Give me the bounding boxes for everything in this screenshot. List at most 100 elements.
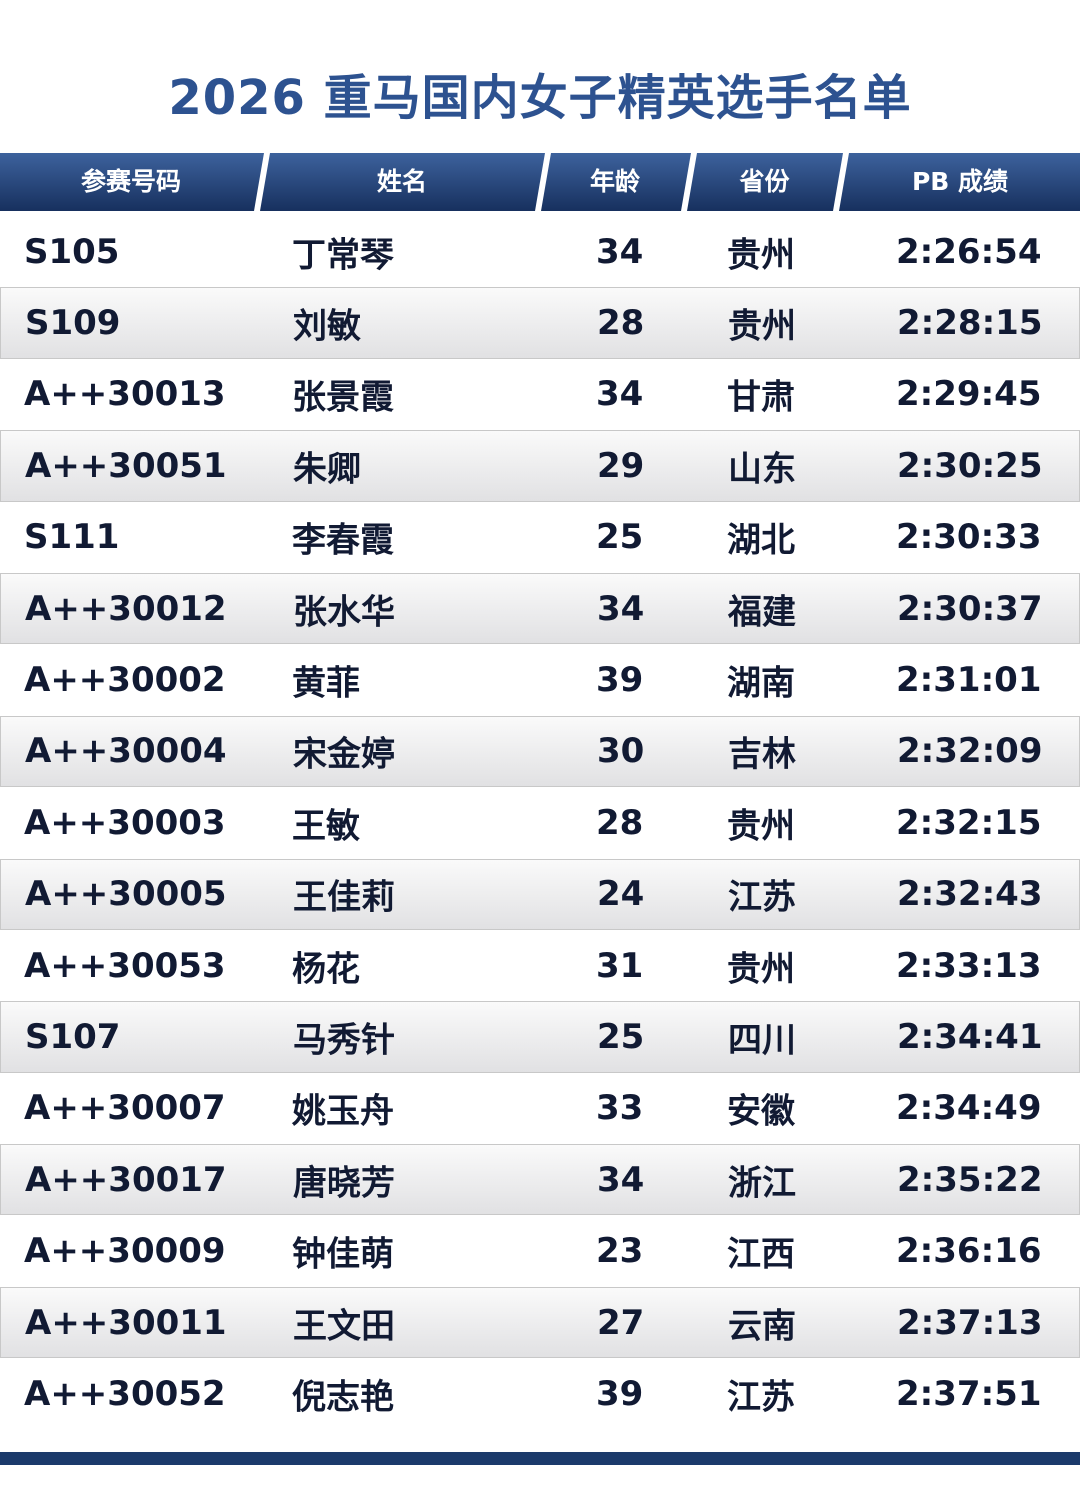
table-row: A++30051 朱卿 29 山东 2:30:25 — [0, 430, 1080, 502]
cell-age: 34 — [597, 588, 645, 629]
cell-province: 贵州 — [727, 806, 795, 847]
cell-province: 贵州 — [727, 949, 795, 990]
cell-bib: A++30053 — [24, 945, 226, 986]
header-segment — [687, 153, 843, 211]
cell-province: 湖南 — [727, 663, 795, 704]
cell-name: 倪志艳 — [292, 1377, 394, 1418]
cell-pb: 2:32:09 — [897, 731, 1043, 772]
table-row: A++30017 唐晓芳 34 浙江 2:35:22 — [0, 1144, 1080, 1216]
cell-pb: 2:29:45 — [896, 374, 1042, 415]
cell-age: 39 — [596, 1373, 644, 1414]
cell-bib: A++30052 — [24, 1373, 226, 1414]
cell-pb: 2:37:51 — [896, 1373, 1042, 1414]
cell-pb: 2:30:25 — [897, 445, 1043, 486]
cell-bib: S109 — [25, 303, 121, 344]
table-row: S109 刘敏 28 贵州 2:28:15 — [0, 287, 1080, 359]
column-header-bib: 参赛号码 — [80, 167, 181, 196]
cell-province: 安徽 — [727, 1091, 795, 1132]
cell-name: 黄菲 — [292, 663, 360, 704]
cell-name: 王佳莉 — [293, 877, 395, 918]
table-row: A++30012 张水华 34 福建 2:30:37 — [0, 572, 1080, 645]
cell-pb: 2:33:13 — [896, 945, 1042, 986]
cell-name: 王敏 — [292, 806, 360, 847]
cell-province: 贵州 — [727, 235, 795, 276]
table-body: S105 丁常琴 34 贵州 2:26:54 S109 刘敏 28 贵州 2:28:15 A++30… — [0, 216, 1080, 1430]
cell-age: 34 — [596, 374, 644, 415]
cell-age: 30 — [597, 731, 645, 772]
table-row: A++30011 王文田 27 云南 2:37:13 — [0, 1286, 1080, 1359]
cell-age: 39 — [596, 660, 644, 701]
cell-age: 24 — [597, 874, 645, 915]
cell-age: 34 — [597, 1159, 645, 1200]
table-row: S105 丁常琴 34 贵州 2:26:54 — [0, 216, 1080, 287]
cell-name: 李春霞 — [292, 520, 394, 561]
cell-province: 吉林 — [728, 734, 796, 775]
column-header-province: 省份 — [739, 167, 790, 196]
cell-pb: 2:32:15 — [896, 802, 1042, 843]
cell-bib: A++30005 — [25, 874, 227, 915]
cell-bib: S111 — [24, 517, 120, 558]
bottom-bar — [0, 1452, 1080, 1465]
cell-name: 宋金婷 — [293, 734, 395, 775]
cell-province: 江苏 — [727, 1377, 795, 1418]
cell-province: 福建 — [728, 592, 796, 633]
cell-bib: A++30011 — [25, 1302, 227, 1343]
cell-province: 贵州 — [728, 306, 796, 347]
cell-province: 甘肃 — [727, 377, 795, 418]
cell-name: 杨花 — [292, 949, 360, 990]
cell-bib: S107 — [25, 1016, 121, 1057]
cell-bib: S105 — [24, 231, 120, 272]
table-row: A++30013 张景霞 34 甘肃 2:29:45 — [0, 359, 1080, 430]
cell-name: 张景霞 — [292, 377, 394, 418]
table-row: A++30053 杨花 31 贵州 2:33:13 — [0, 930, 1080, 1001]
cell-bib: A++30017 — [25, 1159, 227, 1200]
cell-bib: A++30002 — [24, 660, 226, 701]
cell-bib: A++30012 — [25, 588, 227, 629]
cell-province: 云南 — [728, 1306, 796, 1347]
cell-province: 江西 — [727, 1234, 795, 1275]
table-row: A++30007 姚玉舟 33 安徽 2:34:49 — [0, 1073, 1080, 1144]
table-row: A++30052 倪志艳 39 江苏 2:37:51 — [0, 1358, 1080, 1429]
header-segment — [0, 153, 264, 211]
table-row: A++30005 王佳莉 24 江苏 2:32:43 — [0, 858, 1080, 930]
cell-name: 朱卿 — [293, 449, 361, 490]
cell-province: 四川 — [728, 1020, 796, 1061]
cell-name: 刘敏 — [293, 306, 361, 347]
table-row: A++30004 宋金婷 30 吉林 2:32:09 — [0, 715, 1080, 788]
cell-name: 姚玉舟 — [292, 1091, 394, 1132]
cell-province: 湖北 — [727, 520, 795, 561]
cell-bib: A++30004 — [25, 731, 227, 772]
cell-age: 33 — [596, 1088, 644, 1129]
cell-age: 28 — [597, 303, 645, 344]
cell-pb: 2:35:22 — [897, 1159, 1043, 1200]
cell-name: 张水华 — [293, 592, 395, 633]
cell-age: 31 — [596, 945, 644, 986]
column-header-pb: PB 成绩 — [911, 167, 1009, 196]
page-title: 2026 重马国内女子精英选手名单 — [168, 70, 912, 126]
cell-bib: A++30007 — [24, 1088, 226, 1129]
cell-name: 唐晓芳 — [293, 1163, 395, 1204]
table-row: A++30003 王敏 28 贵州 2:32:15 — [0, 787, 1080, 858]
cell-age: 34 — [596, 231, 644, 272]
cell-pb: 2:36:16 — [896, 1231, 1042, 1272]
cell-pb: 2:31:01 — [896, 660, 1042, 701]
table-row: S111 李春霞 25 湖北 2:30:33 — [0, 502, 1080, 573]
cell-age: 25 — [596, 517, 644, 558]
cell-name: 马秀针 — [293, 1020, 395, 1061]
cell-age: 25 — [597, 1016, 645, 1057]
header-background — [0, 153, 1080, 211]
cell-pb: 2:28:15 — [897, 303, 1043, 344]
cell-pb: 2:32:43 — [897, 874, 1043, 915]
table-row: A++30009 钟佳萌 23 江西 2:36:16 — [0, 1215, 1080, 1286]
cell-name: 丁常琴 — [292, 235, 394, 276]
cell-age: 28 — [596, 802, 644, 843]
cell-bib: A++30009 — [24, 1231, 226, 1272]
header-segment — [541, 153, 691, 211]
cell-name: 钟佳萌 — [292, 1234, 394, 1275]
table-row: A++30002 黄菲 39 湖南 2:31:01 — [0, 644, 1080, 715]
cell-age: 23 — [596, 1231, 644, 1272]
cell-province: 浙江 — [728, 1163, 796, 1204]
cell-pb: 2:26:54 — [896, 231, 1042, 272]
cell-bib: A++30051 — [25, 445, 227, 486]
cell-bib: A++30013 — [24, 374, 226, 415]
